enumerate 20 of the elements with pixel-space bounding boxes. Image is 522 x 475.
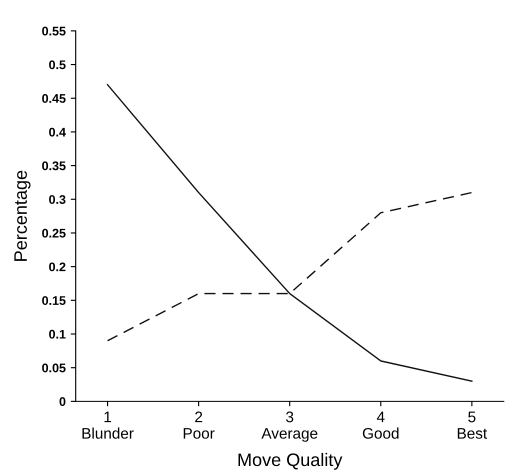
y-axis-title: Percentage bbox=[14, 170, 31, 261]
y-tick-label: 0.2 bbox=[49, 262, 66, 272]
line-series bbox=[106, 84, 473, 382]
y-tick-label: 0.35 bbox=[42, 161, 66, 170]
y-tick-label: 0.1 bbox=[49, 330, 66, 339]
y-tick-label: 0.3 bbox=[49, 195, 66, 204]
x-axis-title: Move Quality bbox=[238, 452, 342, 470]
x-tick-label: 5 Best bbox=[458, 412, 488, 439]
x-tick-label: 3 Average bbox=[261, 412, 318, 442]
y-tick-label: 0.4 bbox=[49, 128, 66, 137]
x-tick-label: 4 Good bbox=[362, 412, 398, 439]
y-tick-label: 0.5 bbox=[49, 60, 66, 70]
x-tick-label: 1 Blunder bbox=[82, 412, 134, 439]
y-tick-label: 0.55 bbox=[42, 26, 66, 36]
y-tick-label: 0.05 bbox=[42, 363, 66, 372]
y-tick-label: 0 bbox=[60, 397, 66, 406]
y-tick-label: 0.15 bbox=[42, 296, 66, 305]
y-tick-label: 0.45 bbox=[42, 94, 66, 103]
x-tick-label: 2 Poor bbox=[184, 412, 215, 439]
y-tick-label: 0.25 bbox=[42, 228, 66, 238]
